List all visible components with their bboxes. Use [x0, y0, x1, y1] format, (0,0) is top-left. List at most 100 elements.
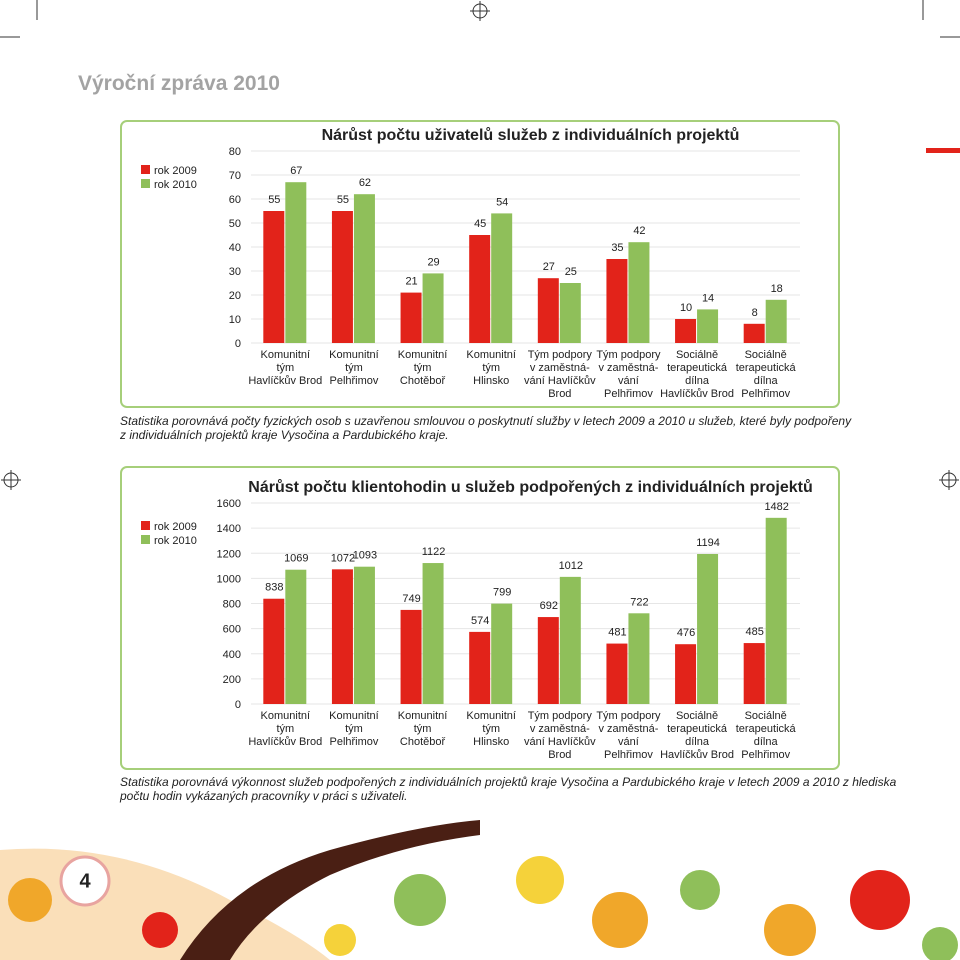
bar	[537, 278, 559, 343]
decoration	[0, 820, 958, 960]
bar	[491, 213, 513, 343]
legend-swatch	[141, 165, 150, 174]
value-label: 55	[337, 194, 349, 206]
y-tick-label: 0	[235, 338, 241, 350]
value-label: 25	[565, 266, 577, 278]
value-label: 1012	[559, 560, 583, 572]
caption: Statistika porovnává počty fyzických oso…	[120, 414, 852, 428]
chart-title: Nárůst počtu uživatelů služeb z individu…	[322, 127, 740, 144]
value-label: 18	[771, 283, 783, 295]
x-tick-label: Komunitní tým Hlinsko	[466, 349, 516, 387]
y-tick-label: 400	[223, 649, 241, 661]
caption: Statistika porovnává výkonnost služeb po…	[120, 775, 897, 789]
caption: z individuálních projektů kraje Vysočina…	[119, 428, 449, 442]
bar	[675, 319, 697, 343]
value-label: 749	[402, 593, 420, 605]
value-label: 10	[680, 302, 692, 314]
y-tick-label: 40	[229, 242, 241, 254]
value-label: 35	[611, 242, 623, 254]
bar	[285, 569, 307, 704]
bar	[491, 603, 513, 704]
y-tick-label: 0	[235, 699, 241, 711]
bar	[537, 617, 559, 704]
legend-swatch	[141, 535, 150, 544]
bar	[263, 598, 285, 704]
bar	[400, 609, 422, 704]
bar	[559, 576, 581, 704]
x-tick-label: Komunitní tým Havlíčkův Brod	[248, 710, 322, 748]
edge-mark	[926, 148, 960, 153]
value-label: 838	[265, 582, 283, 594]
value-label: 1072	[331, 552, 355, 564]
value-label: 8	[752, 307, 758, 319]
caption: počtu hodin vykázaných pracovníky v prác…	[119, 789, 407, 803]
value-label: 799	[493, 587, 511, 599]
legend-label: rok 2009	[154, 165, 197, 177]
x-tick-label: Komunitní tým Pelhřimov	[329, 349, 379, 387]
x-tick-label: Tým podpory v zaměstná-vání Havlíčkův Brod	[524, 710, 596, 761]
y-tick-label: 60	[229, 194, 241, 206]
value-label: 62	[359, 177, 371, 189]
x-tick-label: Sociálně terapeutická dílna Havlíčkův Brod	[660, 710, 734, 761]
bar	[606, 643, 628, 704]
x-tick-label: Tým podpory v zaměstná-vání Havlíčkův Brod	[524, 349, 596, 400]
y-tick-label: 1000	[217, 573, 241, 585]
bar	[263, 211, 285, 343]
x-tick-label: Tým podpory v zaměstná-vání Pelhřimov	[596, 710, 661, 761]
bar	[331, 211, 353, 343]
value-label: 55	[268, 194, 280, 206]
value-label: 42	[633, 225, 645, 237]
value-label: 1069	[284, 553, 308, 565]
x-tick-label: Komunitní tým Chotěboř	[398, 710, 448, 748]
y-tick-label: 30	[229, 266, 241, 278]
y-tick-label: 1600	[217, 498, 241, 510]
bar	[331, 569, 353, 704]
chart-title: Nárůst počtu klientohodin u služeb podpo…	[248, 479, 812, 496]
bar	[743, 643, 765, 704]
bar	[422, 563, 444, 704]
legend-swatch	[141, 521, 150, 530]
value-label: 1482	[764, 501, 788, 513]
x-tick-label: Sociálně terapeutická dílna Pelhřimov	[736, 349, 797, 400]
x-tick-label: Komunitní tým Hlinsko	[466, 710, 516, 748]
bar	[765, 517, 787, 704]
legend-swatch	[141, 179, 150, 188]
value-label: 1122	[422, 546, 446, 558]
bar	[628, 242, 650, 343]
legend-label: rok 2010	[154, 535, 197, 547]
x-tick-label: Sociálně terapeutická dílna Pelhřimov	[736, 710, 797, 761]
value-label: 476	[677, 627, 695, 639]
bar	[559, 283, 581, 343]
bar	[422, 273, 444, 343]
bar	[469, 235, 491, 343]
y-tick-label: 1200	[217, 548, 241, 560]
x-tick-label: Sociálně terapeutická dílna Havlíčkův Brod	[660, 349, 734, 400]
value-label: 1194	[696, 537, 720, 549]
value-label: 21	[405, 276, 417, 288]
value-label: 67	[290, 165, 302, 177]
bar	[469, 631, 491, 704]
bar	[697, 309, 719, 343]
value-label: 485	[746, 626, 764, 638]
crop-marks	[0, 0, 960, 490]
value-label: 45	[474, 218, 486, 230]
bar	[353, 194, 375, 343]
value-label: 1093	[353, 550, 377, 562]
value-label: 27	[543, 261, 555, 273]
y-tick-label: 800	[223, 599, 241, 611]
value-label: 722	[630, 596, 648, 608]
y-tick-label: 80	[229, 146, 241, 158]
bar	[743, 323, 765, 343]
y-tick-label: 200	[223, 674, 241, 686]
value-label: 14	[702, 292, 714, 304]
y-tick-label: 600	[223, 624, 241, 636]
bar	[606, 259, 628, 343]
bar	[628, 613, 650, 704]
page-title: Výroční zpráva 2010	[78, 72, 280, 95]
x-tick-label: Komunitní tým Havlíčkův Brod	[248, 349, 322, 387]
y-tick-label: 1400	[217, 523, 241, 535]
bar	[400, 292, 422, 343]
bar	[353, 566, 375, 704]
y-tick-label: 10	[229, 314, 241, 326]
